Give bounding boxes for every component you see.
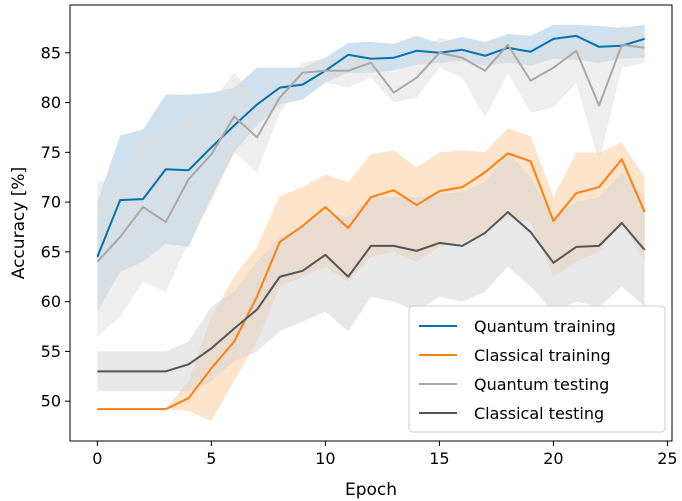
legend: Quantum training Classical training Quantu…: [408, 305, 666, 433]
series-lines: [96, 34, 646, 411]
x-tick-label-15: 15: [429, 449, 449, 468]
y-tick-label-75: 75: [41, 143, 61, 162]
legend-label-0: Quantum training: [474, 317, 616, 336]
y-tick-label-50: 50: [41, 392, 61, 411]
x-tick-label-25: 25: [657, 449, 677, 468]
series-line-1: [97, 152, 646, 411]
x-tick-label-0: 0: [92, 449, 102, 468]
legend-label-1: Classical training: [474, 346, 611, 365]
x-tick-label-5: 5: [206, 449, 216, 468]
y-tick-label-65: 65: [41, 242, 61, 261]
series-line-2: [96, 43, 645, 263]
y-tick-label-85: 85: [41, 43, 61, 62]
legend-box: [408, 305, 666, 433]
legend-label-2: Quantum testing: [474, 375, 609, 394]
x-axis-label: Epoch: [345, 480, 397, 500]
series-line-0: [96, 34, 645, 258]
x-tick-label-20: 20: [543, 449, 563, 468]
y-tick-label-80: 80: [41, 93, 61, 112]
axes: 0 5 10 15 20 25 50 55 60 65 70 75 80 85: [41, 4, 678, 468]
x-tick-label-10: 10: [315, 449, 335, 468]
y-axis-label: Accuracy [%]: [9, 167, 29, 279]
plot-frame: [69, 4, 673, 442]
legend-label-3: Classical testing: [474, 404, 604, 423]
y-tick-label-60: 60: [41, 292, 61, 311]
y-tick-label-70: 70: [41, 193, 61, 212]
band-2: [97, 24, 645, 337]
y-tick-label-55: 55: [41, 342, 61, 361]
series-line-3: [97, 211, 646, 373]
